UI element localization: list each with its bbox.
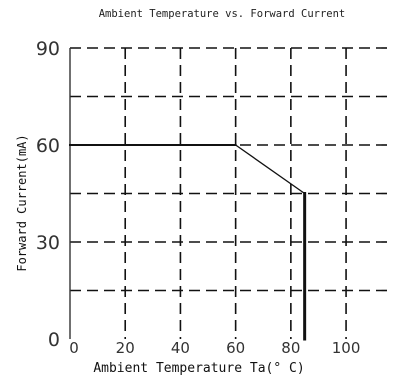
- y-tick-label: 60: [36, 135, 60, 157]
- x-tick-label: 60: [226, 339, 245, 357]
- chart-title: Ambient Temperature vs. Forward Current: [99, 8, 346, 20]
- plot-area: 0 30 60 90 0 20 40 60 80 100: [36, 38, 393, 357]
- x-tick-label: 80: [281, 339, 300, 357]
- series-line-segment: [236, 145, 305, 194]
- y-tick-label: 30: [36, 232, 60, 254]
- y-tick-label: 0: [48, 329, 60, 351]
- x-tick-label: 20: [116, 339, 135, 357]
- x-tick-label: 40: [171, 339, 190, 357]
- y-axis-label: Forward Current(mA): [15, 134, 29, 271]
- x-axis-label: Ambient Temperature Ta(° C): [93, 361, 304, 376]
- y-tick-label: 90: [36, 38, 60, 60]
- x-tick-label: 0: [69, 339, 79, 357]
- x-tick-label: 100: [332, 339, 361, 357]
